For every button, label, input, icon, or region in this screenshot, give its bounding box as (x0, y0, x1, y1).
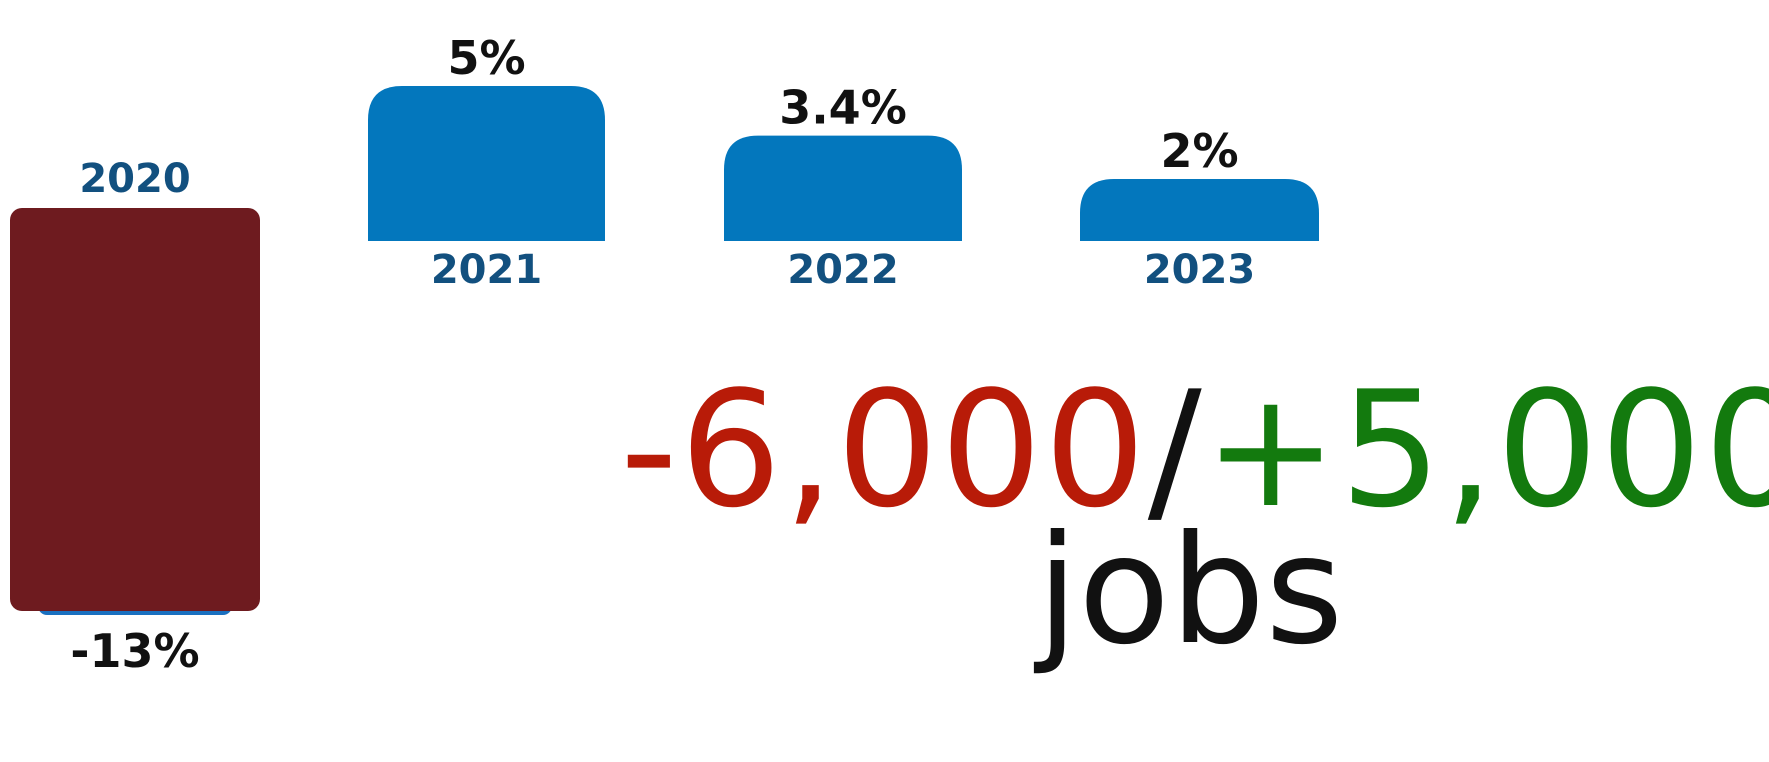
jobs-lost-value: -6,000 (620, 356, 1148, 543)
year-label-2021: 2021 (431, 247, 542, 293)
jobs-gained-value: +5,000 (1203, 356, 1769, 543)
year-label-2023: 2023 (1144, 247, 1255, 293)
value-label-2020: -13% (70, 624, 199, 678)
value-label-2023: 2% (1160, 124, 1238, 178)
jobs-separator: / (1147, 356, 1204, 543)
jobs-change-line: -6,000/+5,000 (620, 370, 1769, 530)
bar-2023 (1080, 179, 1319, 241)
value-label-2022: 3.4% (779, 81, 907, 135)
year-label-2020: 2020 (79, 156, 190, 202)
bar-2020 (10, 208, 260, 611)
jobs-unit-label: jobs (1036, 504, 1344, 678)
value-label-2021: 5% (447, 31, 525, 85)
jobs-headline: -6,000/+5,000 jobs (620, 370, 1769, 678)
bar-2022 (724, 135, 962, 241)
bar-2021 (368, 86, 605, 241)
year-label-2022: 2022 (787, 247, 898, 293)
